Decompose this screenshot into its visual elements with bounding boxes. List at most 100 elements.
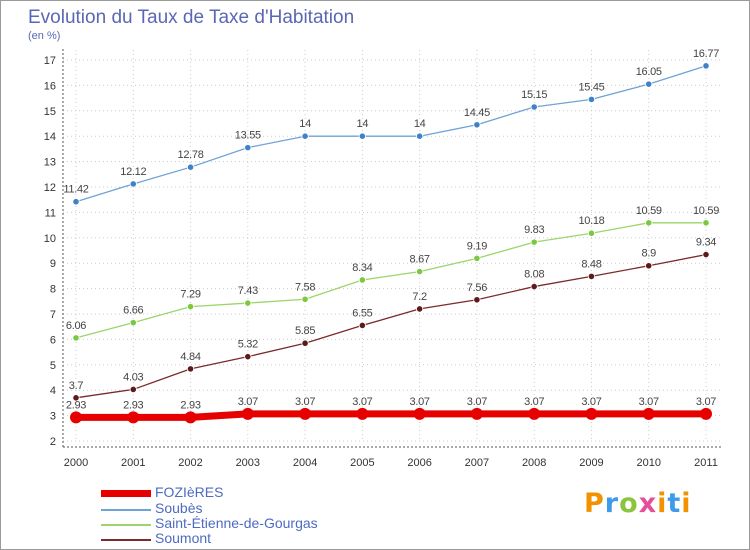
y-tick-label: 16 xyxy=(44,80,56,92)
x-tick-label: 2011 xyxy=(694,457,718,469)
data-label: 7.56 xyxy=(467,282,487,294)
data-label: 8.67 xyxy=(410,254,430,266)
data-point xyxy=(184,411,197,424)
data-point xyxy=(72,198,80,206)
legend-swatch xyxy=(101,524,151,526)
data-label: 3.07 xyxy=(295,396,315,408)
data-label: 6.55 xyxy=(352,307,372,319)
legend-label: Soubès xyxy=(155,500,203,516)
data-point xyxy=(413,407,426,420)
data-label: 8.9 xyxy=(642,248,657,260)
data-label: 3.07 xyxy=(524,396,544,408)
data-label: 7.43 xyxy=(238,285,258,297)
y-tick-label: 9 xyxy=(50,258,56,270)
data-label: 15.45 xyxy=(578,81,604,93)
data-point xyxy=(301,132,309,140)
data-point xyxy=(645,219,653,227)
y-tick-label: 5 xyxy=(50,360,56,372)
x-tick-label: 2009 xyxy=(579,457,603,469)
data-label: 3.07 xyxy=(639,396,659,408)
data-label: 16.77 xyxy=(693,48,719,60)
data-point xyxy=(356,407,369,420)
data-label: 2.93 xyxy=(66,399,86,411)
data-label: 3.07 xyxy=(352,396,372,408)
x-tick-label: 2008 xyxy=(522,457,546,469)
x-tick-label: 2001 xyxy=(121,457,145,469)
data-point xyxy=(473,121,481,129)
series-line-2 xyxy=(75,222,707,339)
data-point xyxy=(702,250,710,259)
data-point xyxy=(416,267,424,276)
data-point xyxy=(585,407,598,420)
data-label: 11.42 xyxy=(63,184,88,196)
data-point xyxy=(530,282,538,291)
data-label: 14 xyxy=(414,118,426,130)
data-point xyxy=(645,80,653,88)
proxiti-logo: Proxiti xyxy=(584,488,692,519)
data-point xyxy=(416,132,424,140)
data-point xyxy=(301,339,309,347)
data-label: 4.84 xyxy=(180,351,200,363)
y-tick-label: 7 xyxy=(50,309,56,321)
data-label: 8.34 xyxy=(352,262,372,274)
y-tick-label: 12 xyxy=(44,182,56,194)
x-tick-label: 2004 xyxy=(293,457,317,469)
chart-title: Evolution du Taux de Taxe d'Habitation xyxy=(28,7,355,28)
data-label: 3.07 xyxy=(467,396,487,408)
data-point xyxy=(587,272,596,281)
data-label: 14 xyxy=(357,118,369,130)
y-tick-label: 13 xyxy=(44,157,56,169)
data-label: 2.93 xyxy=(123,399,143,411)
data-point xyxy=(702,219,710,227)
data-point xyxy=(186,163,195,171)
y-tick-label: 4 xyxy=(50,385,56,397)
data-label: 7.29 xyxy=(180,289,200,301)
legend-swatch xyxy=(101,490,151,497)
data-label: 16.05 xyxy=(636,66,662,78)
data-point xyxy=(186,303,195,311)
data-label: 10.59 xyxy=(693,205,719,217)
data-label: 9.34 xyxy=(696,237,716,249)
data-point xyxy=(244,299,252,307)
data-point xyxy=(358,321,366,330)
data-label: 3.07 xyxy=(696,396,716,408)
data-point xyxy=(702,62,710,70)
x-tick-label: 2005 xyxy=(350,457,374,469)
data-point xyxy=(416,305,424,313)
x-tick-label: 2007 xyxy=(465,457,489,469)
data-label: 9.83 xyxy=(524,224,544,236)
data-point xyxy=(129,319,137,327)
data-label: 10.59 xyxy=(636,205,662,217)
data-label: 12.78 xyxy=(178,149,204,161)
data-label: 12.12 xyxy=(120,166,146,178)
data-point xyxy=(587,229,596,237)
x-tick-label: 2006 xyxy=(407,457,431,469)
data-point xyxy=(72,334,80,342)
data-label: 13.55 xyxy=(235,130,261,142)
data-point xyxy=(244,144,252,152)
data-point xyxy=(358,132,366,140)
data-point xyxy=(645,262,653,270)
y-tick-label: 10 xyxy=(44,233,56,245)
legend-label: Soumont xyxy=(155,530,212,546)
data-point xyxy=(127,411,140,424)
y-tick-label: 14 xyxy=(44,131,56,143)
y-tick-label: 8 xyxy=(50,284,56,296)
data-point xyxy=(299,407,312,420)
data-label: 15.15 xyxy=(521,89,547,101)
data-point xyxy=(72,394,80,402)
data-point xyxy=(358,276,366,284)
series-line-0 xyxy=(72,410,710,421)
series-line-1 xyxy=(75,65,707,203)
y-unit-label: (en %) xyxy=(28,30,61,42)
legend-swatch xyxy=(101,509,151,511)
y-tick-label: 17 xyxy=(44,55,56,67)
data-point xyxy=(129,385,137,394)
legend-label: FOZIèRES xyxy=(155,484,224,500)
data-label: 3.07 xyxy=(581,396,601,408)
data-label: 6.66 xyxy=(123,305,143,317)
data-label: 7.2 xyxy=(412,291,427,303)
y-tick-label: 2 xyxy=(50,436,56,448)
data-label: 8.08 xyxy=(524,269,544,281)
